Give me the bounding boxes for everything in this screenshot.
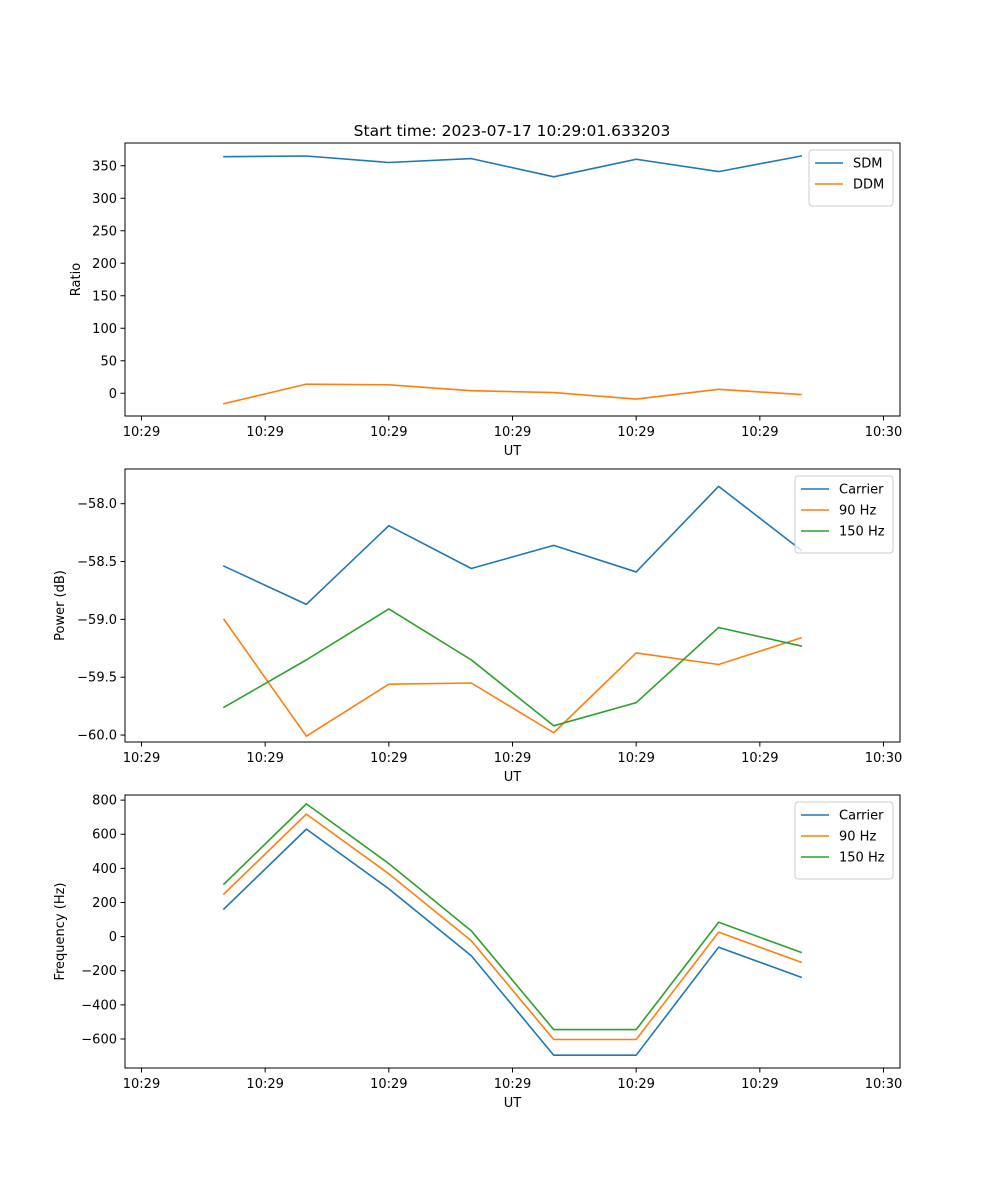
power-y-tick-label: −59.5 xyxy=(77,671,117,686)
ratio-x-tick-label: 10:29 xyxy=(370,425,407,440)
frequency-y-tick-label: 800 xyxy=(92,794,117,809)
ratio-y-tick-label: 0 xyxy=(109,387,117,402)
power-legend-label: 150 Hz xyxy=(839,525,885,540)
ratio-x-tick-label: 10:29 xyxy=(123,425,160,440)
ratio-y-tick-label: 50 xyxy=(100,354,117,369)
frequency-y-tick-label: 0 xyxy=(109,930,117,945)
power-legend-box xyxy=(794,475,894,554)
frequency-x-tick-label: 10:29 xyxy=(123,1077,160,1092)
power-y-axis-label: Power (dB) xyxy=(53,570,68,641)
frequency-x-tick-label: 10:30 xyxy=(865,1077,902,1092)
ratio-x-tick-label: 10:29 xyxy=(741,425,778,440)
frequency-panel: 10:29 10:29 10:29 10:29 10:29 10:29 10:30 −600 −… xyxy=(53,794,902,1111)
frequency-y-axis-label: Frequency (Hz) xyxy=(53,882,68,980)
ratio-x-axis-label: UT xyxy=(504,444,522,459)
frequency-legend-label: 150 Hz xyxy=(839,851,885,866)
ratio-x-tick-label: 10:29 xyxy=(246,425,283,440)
chart-title: Start time: 2023-07-17 10:29:01.633203 xyxy=(354,122,671,140)
ratio-x-tick-label: 10:29 xyxy=(494,425,531,440)
ratio-y-tick-label: 200 xyxy=(92,257,117,272)
ratio-y-tick-label: 150 xyxy=(92,289,117,304)
power-y-tick-label: −58.0 xyxy=(77,497,117,512)
ratio-series-line-ddm xyxy=(222,383,802,405)
power-x-tick-label: 10:29 xyxy=(494,751,531,766)
power-legend: Carrier 90 Hz 150 Hz xyxy=(794,475,894,554)
frequency-legend-label: 90 Hz xyxy=(839,830,876,845)
power-series-line-150-hz xyxy=(222,608,803,727)
ratio-legend-label: SDM xyxy=(853,157,882,172)
frequency-y-tick-label: 200 xyxy=(92,896,117,911)
ratio-legend: SDM DDM xyxy=(808,149,894,207)
frequency-x-tick-label: 10:29 xyxy=(741,1077,778,1092)
ratio-x-tick-label: 10:30 xyxy=(865,425,902,440)
power-legend-label: 90 Hz xyxy=(839,504,876,519)
power-y-tick-label: −60.0 xyxy=(77,729,117,744)
frequency-series-line-carrier xyxy=(222,828,803,1056)
power-y-tick-label: −59.0 xyxy=(77,613,117,628)
frequency-y-tick-label: −400 xyxy=(81,998,117,1013)
frequency-x-tick-label: 10:29 xyxy=(617,1077,654,1092)
power-x-tick-label: 10:30 xyxy=(865,751,902,766)
frequency-series-line-150-hz xyxy=(222,803,803,1031)
ratio-y-tick-label: 100 xyxy=(92,322,117,337)
power-series-line-90-hz xyxy=(222,618,803,738)
power-x-tick-label: 10:29 xyxy=(370,751,407,766)
frequency-x-tick-label: 10:29 xyxy=(370,1077,407,1092)
ratio-y-tick-label: 250 xyxy=(92,224,117,239)
ratio-y-tick-label: 300 xyxy=(92,192,117,207)
power-x-tick-label: 10:29 xyxy=(246,751,283,766)
frequency-y-tick-label: −600 xyxy=(81,1032,117,1047)
ratio-legend-label: DDM xyxy=(853,178,884,193)
frequency-x-tick-label: 10:29 xyxy=(494,1077,531,1092)
ratio-y-axis-label: Ratio xyxy=(69,263,84,296)
ratio-series-line-sdm xyxy=(223,155,802,178)
power-legend-label: Carrier xyxy=(839,483,884,498)
frequency-legend-label: Carrier xyxy=(839,809,884,824)
frequency-y-tick-label: −200 xyxy=(81,964,117,979)
frequency-y-tick-label: 600 xyxy=(92,828,117,843)
ratio-panel: 10:29 10:29 10:29 10:29 10:29 10:29 10:30 0 50 10… xyxy=(69,142,902,459)
power-y-tick-label: −58.5 xyxy=(77,555,117,570)
power-panel: 10:29 10:29 10:29 10:29 10:29 10:29 10:30 −60.0… xyxy=(53,468,902,785)
power-x-axis-label: UT xyxy=(504,770,522,785)
ratio-y-tick-label: 350 xyxy=(92,159,117,174)
frequency-y-tick-label: 400 xyxy=(92,862,117,877)
ratio-x-tick-label: 10:29 xyxy=(617,425,654,440)
ratio-legend-box xyxy=(808,149,894,207)
frequency-legend-box xyxy=(794,801,894,880)
power-x-tick-label: 10:29 xyxy=(123,751,160,766)
power-x-tick-label: 10:29 xyxy=(617,751,654,766)
frequency-x-tick-label: 10:29 xyxy=(246,1077,283,1092)
frequency-series-line-90-hz xyxy=(222,813,803,1041)
power-x-tick-label: 10:29 xyxy=(741,751,778,766)
frequency-x-axis-label: UT xyxy=(504,1096,522,1111)
power-series-line-carrier xyxy=(222,485,803,606)
frequency-legend: Carrier 90 Hz 150 Hz xyxy=(794,801,894,880)
